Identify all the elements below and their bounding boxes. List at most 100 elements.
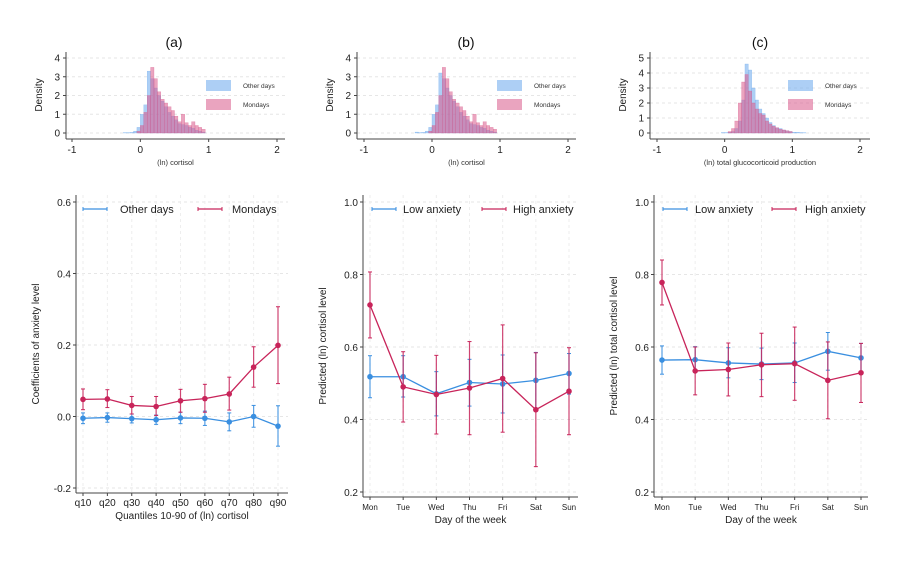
- data-point: [153, 403, 159, 410]
- y-tick-label: 0.0: [57, 413, 71, 424]
- x-tick-label: -1: [653, 145, 662, 156]
- y-tick-label: 0.8: [344, 271, 358, 282]
- legend-label: Mondays: [534, 102, 561, 109]
- data-point: [226, 391, 233, 397]
- histogram-bar: [174, 115, 179, 134]
- y-tick-label: 0: [638, 129, 644, 140]
- data-point: [367, 302, 373, 308]
- x-tick-label: 0: [138, 145, 144, 156]
- x-axis-label: (ln) cortisol: [157, 158, 194, 167]
- y-tick-label: 0.2: [635, 488, 649, 499]
- x-tick-label: q30: [123, 498, 140, 509]
- x-tick-label: q10: [75, 498, 92, 509]
- legend-label: Other days: [243, 83, 276, 90]
- panel-4: 0.2 0.4 0.6 0.8 1.0 Mon Tue Wed Thu Fri Sat Sun Low …: [318, 195, 578, 526]
- panel-title: (a): [165, 34, 182, 50]
- x-tick-label: Wed: [720, 503, 736, 512]
- histogram-bar: [727, 131, 732, 134]
- x-axis-label: (ln) cortisol: [448, 158, 485, 167]
- y-tick-label: 4: [345, 54, 351, 65]
- data-point: [104, 414, 111, 421]
- x-axis-label: Day of the week: [435, 515, 508, 526]
- series-1: [367, 271, 572, 468]
- histogram-bar: [184, 122, 189, 134]
- y-tick-label: 0.6: [635, 343, 649, 354]
- x-tick-label: 1: [790, 145, 796, 156]
- y-tick-label: 2: [638, 99, 644, 110]
- y-tick-label: 0.2: [57, 341, 71, 352]
- y-tick-label: 0.6: [344, 343, 358, 354]
- histogram-bar: [751, 102, 756, 134]
- data-point: [250, 364, 257, 370]
- y-tick-label: 0: [54, 129, 60, 140]
- data-point: [275, 423, 281, 429]
- panel-0: 0 1 2 3 4 Other days Mondays -1 0 1 2 (a) (ln) corti…: [34, 34, 285, 167]
- y-axis-label: Predicted (ln) total cortisol level: [609, 277, 620, 416]
- x-tick-label: 0: [722, 145, 728, 156]
- histogram-bar: [465, 115, 470, 134]
- x-axis-label: Day of the week: [725, 515, 798, 526]
- x-tick-label: 2: [565, 145, 571, 156]
- histogram-bar: [795, 132, 800, 134]
- histogram-bar: [482, 121, 487, 134]
- data-point: [367, 373, 373, 380]
- y-tick-label: 1.0: [344, 198, 358, 209]
- panel-2: 0 1 2 3 4 5 Other days Mondays -1 0 1 2 (c) (ln) tota…: [618, 34, 870, 167]
- y-axis-label: Predicted (ln) cortisol level: [318, 287, 329, 404]
- y-axis-label: Density: [618, 78, 629, 111]
- data-point: [104, 396, 111, 402]
- y-tick-label: 0: [345, 129, 351, 140]
- histogram-bar: [136, 130, 141, 134]
- panel-title: (c): [752, 34, 768, 50]
- histogram-bar: [181, 114, 185, 134]
- y-tick-label: 0.8: [635, 271, 649, 282]
- histogram-bar: [476, 122, 480, 134]
- data-point: [128, 402, 135, 409]
- x-axis-label: (ln) total glucocorticoid production: [704, 158, 816, 167]
- legend-swatch: [788, 99, 813, 110]
- histogram-bar: [469, 121, 473, 134]
- legend-label: Other days: [534, 83, 567, 90]
- histogram-bar: [198, 127, 202, 134]
- histogram-bar: [748, 90, 752, 134]
- histogram-bar: [143, 112, 148, 134]
- data-point: [80, 415, 86, 422]
- histogram-bar: [129, 132, 134, 134]
- data-point: [128, 415, 135, 422]
- histogram-bar: [462, 110, 467, 134]
- histogram-bar: [140, 125, 144, 134]
- x-tick-label: Sat: [822, 503, 835, 512]
- legend-label: Mondays: [243, 102, 270, 109]
- histogram-bar: [455, 102, 460, 134]
- x-tick-label: Tue: [688, 503, 702, 512]
- data-point: [758, 361, 765, 368]
- data-point: [566, 388, 572, 395]
- legend-swatch: [206, 99, 231, 110]
- series-1: [659, 259, 864, 420]
- y-tick-label: 0.4: [344, 416, 358, 427]
- histogram-bar: [758, 113, 763, 134]
- histogram-bar: [771, 126, 776, 134]
- y-tick-label: 1: [345, 110, 351, 121]
- data-point: [659, 357, 665, 363]
- y-tick-label: 1: [638, 114, 644, 125]
- histogram-bar: [472, 114, 477, 134]
- histogram-bar: [744, 74, 749, 134]
- histogram-bar: [431, 125, 436, 134]
- data-point: [659, 279, 665, 286]
- histogram-bar: [438, 95, 443, 134]
- histogram-bar: [479, 125, 484, 134]
- series-0: [80, 404, 281, 447]
- y-axis-label: Density: [34, 78, 45, 111]
- y-tick-label: 3: [345, 72, 351, 83]
- legend-label: Mondays: [825, 102, 852, 109]
- y-tick-label: 4: [54, 54, 60, 65]
- histogram-bar: [448, 91, 453, 134]
- histogram-bar: [150, 67, 155, 134]
- histogram-bar: [160, 99, 165, 134]
- data-point: [202, 415, 208, 422]
- legend-label: Other days: [825, 83, 858, 90]
- data-point: [400, 384, 406, 390]
- series-1: [80, 306, 281, 416]
